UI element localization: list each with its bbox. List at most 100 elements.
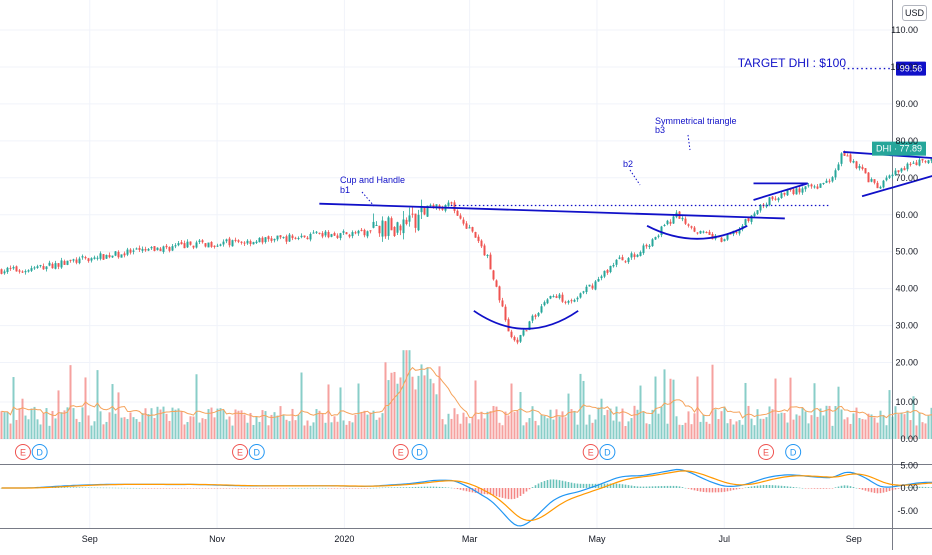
volume-bar (244, 414, 246, 439)
candle-body (748, 218, 750, 221)
volume-bar (616, 407, 618, 439)
volume-bar (64, 410, 66, 439)
candle-body (181, 242, 183, 244)
volume-bar (874, 418, 876, 439)
volume-bar (394, 372, 396, 439)
volume-bar (553, 420, 555, 439)
macd-histogram-bar (826, 488, 828, 489)
candle-body (586, 287, 588, 292)
volume-bar (850, 424, 852, 439)
candle-body (583, 291, 585, 292)
candle-body (706, 232, 708, 233)
candle-body (106, 255, 108, 259)
volume-bar (88, 415, 90, 439)
candle-body (151, 247, 153, 248)
volume-bar (382, 413, 384, 439)
macd-histogram-bar (442, 487, 444, 488)
macd-histogram-bar (421, 487, 423, 488)
candle-body (592, 286, 594, 289)
macd-histogram-bar (520, 488, 522, 496)
macd-histogram-bar (403, 487, 405, 488)
macd-histogram-bar (121, 488, 123, 489)
macd-histogram-bar (463, 488, 465, 491)
candle-body (28, 270, 30, 271)
macd-histogram-bar (100, 488, 102, 489)
volume-bar (43, 413, 45, 439)
volume-bar (544, 416, 546, 439)
macd-histogram-bar (430, 487, 432, 488)
candle-body (517, 340, 519, 343)
macd-histogram-bar (880, 488, 882, 493)
volume-bar (787, 423, 789, 439)
macd-histogram-bar (496, 488, 498, 496)
volume-tick-label: 0.00 (900, 434, 918, 444)
volume-bar (865, 420, 867, 439)
candle-body (379, 226, 381, 233)
label-symmetrical-triangle: Symmetrical triangle (655, 116, 737, 126)
volume-bar (151, 408, 153, 439)
volume-bar (274, 412, 276, 439)
macd-histogram-bar (805, 488, 807, 489)
volume-bar (604, 415, 606, 439)
candle-body (829, 181, 831, 182)
macd-histogram-bar (556, 480, 558, 488)
candle-body (808, 185, 810, 186)
macd-tick-label: 0.00 (900, 483, 918, 493)
volume-bar (550, 410, 552, 439)
volume-bar (409, 350, 411, 439)
volume-bar (628, 421, 630, 439)
macd-histogram-bar (382, 488, 384, 489)
macd-histogram-bar (154, 488, 156, 489)
macd-histogram-bar (94, 488, 96, 489)
volume-bar (859, 418, 861, 439)
macd-histogram-bar (361, 488, 363, 489)
candle-body (160, 249, 162, 252)
candle-body (64, 261, 66, 265)
candle-body (202, 240, 204, 242)
macd-histogram-bar (145, 488, 147, 489)
candle-body (796, 188, 798, 194)
volume-bar (490, 411, 492, 439)
volume-bar (592, 423, 594, 439)
macd-histogram-bar (811, 488, 813, 489)
macd-histogram-bar (553, 479, 555, 488)
candle-body (886, 178, 888, 181)
macd-histogram-bar (640, 487, 642, 488)
candle-body (85, 257, 87, 258)
candle-body (571, 300, 573, 301)
volume-bar (256, 417, 258, 439)
volume-bar (271, 415, 273, 439)
candle-body (226, 239, 228, 241)
macd-histogram-bar (775, 485, 777, 488)
volume-bar (133, 417, 135, 439)
volume-bar (799, 416, 801, 439)
candle-body (328, 232, 330, 237)
macd-histogram-bar (88, 487, 90, 488)
candle-body (844, 153, 846, 156)
macd-histogram-bar (517, 488, 519, 498)
macd-histogram-bar (451, 488, 453, 489)
candle-body (634, 254, 636, 257)
volume-bar (115, 414, 117, 439)
macd-histogram-bar (352, 488, 354, 489)
candle-body (478, 237, 480, 241)
macd-histogram-bar (748, 487, 750, 488)
macd-histogram-bar (424, 487, 426, 488)
macd-histogram-bar (190, 488, 192, 489)
candle-body (133, 251, 135, 252)
currency-badge[interactable]: USD (902, 5, 927, 21)
candle-body (124, 253, 126, 255)
candle-body (331, 234, 333, 237)
volume-bar (358, 384, 360, 439)
label-target: TARGET DHI : $100 (738, 56, 847, 70)
candle-body (703, 232, 705, 233)
macd-histogram-bar (688, 488, 690, 489)
candle-body (88, 258, 90, 261)
volume-bar (277, 416, 279, 439)
candle-body (400, 226, 402, 231)
volume-bar (661, 407, 663, 439)
macd-histogram-bar (268, 488, 270, 489)
volume-bar (193, 417, 195, 439)
macd-histogram-bar (919, 487, 921, 488)
volume-bar (556, 409, 558, 439)
